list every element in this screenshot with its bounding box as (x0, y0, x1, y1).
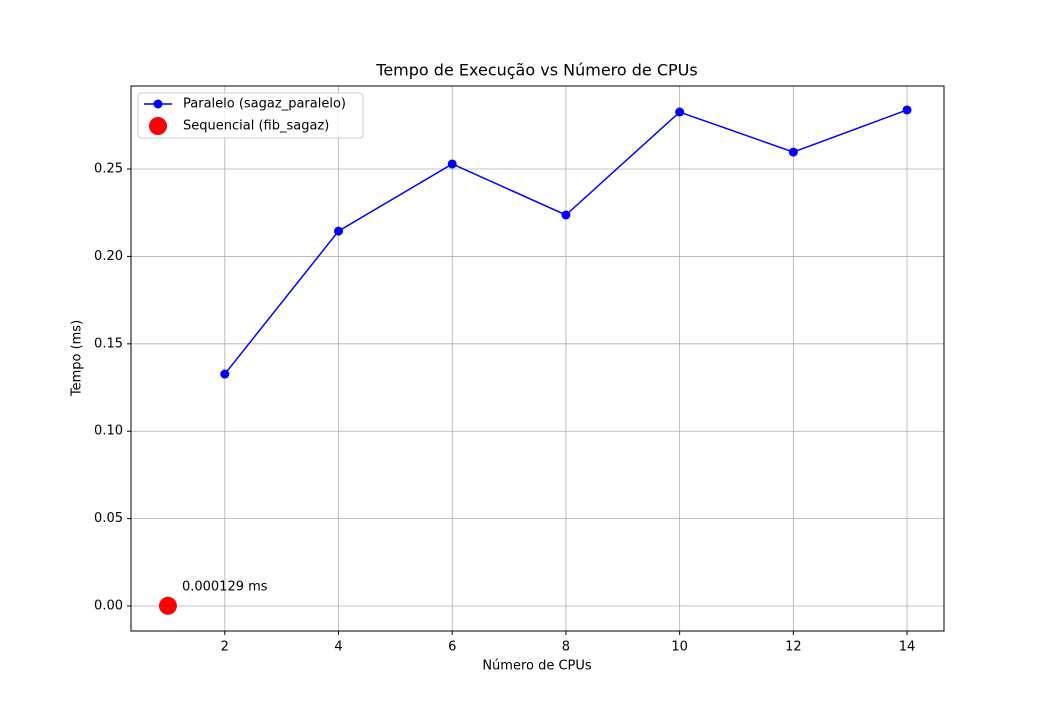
legend-label: Paralelo (sagaz_paralelo) (183, 97, 346, 112)
x-tick-label: 10 (671, 640, 688, 655)
x-tick-label: 2 (221, 640, 229, 655)
data-point (561, 210, 571, 220)
data-point (788, 147, 798, 157)
x-tick-label: 8 (562, 640, 570, 655)
data-point (447, 159, 457, 169)
data-point (220, 369, 230, 379)
data-point (675, 107, 685, 117)
data-point (902, 105, 912, 115)
legend-marker (149, 117, 167, 135)
y-tick-label: 0.10 (94, 424, 123, 439)
scatter-point (158, 596, 177, 615)
x-axis-label: Número de CPUs (482, 659, 592, 674)
x-tick-label: 4 (334, 640, 342, 655)
x-tick-label: 6 (448, 640, 456, 655)
plot-frame (130, 85, 945, 632)
y-axis-label: Tempo (ms) (70, 320, 85, 397)
y-tick-label: 0.20 (94, 249, 123, 264)
x-tick-label: 12 (785, 640, 802, 655)
y-tick-label: 0.05 (94, 511, 123, 526)
y-tick-label: 0.00 (94, 599, 123, 614)
chart-title: Tempo de Execução vs Número de CPUs (375, 61, 697, 80)
y-tick-label: 0.25 (94, 162, 123, 177)
y-tick-label: 0.15 (94, 336, 123, 351)
legend-label: Sequencial (fib_sagaz) (183, 119, 329, 134)
legend-box (137, 92, 364, 139)
annotation: 0.000129 ms (182, 579, 268, 594)
data-point (334, 226, 344, 236)
x-tick-label: 14 (899, 640, 916, 655)
legend-marker (153, 99, 163, 109)
